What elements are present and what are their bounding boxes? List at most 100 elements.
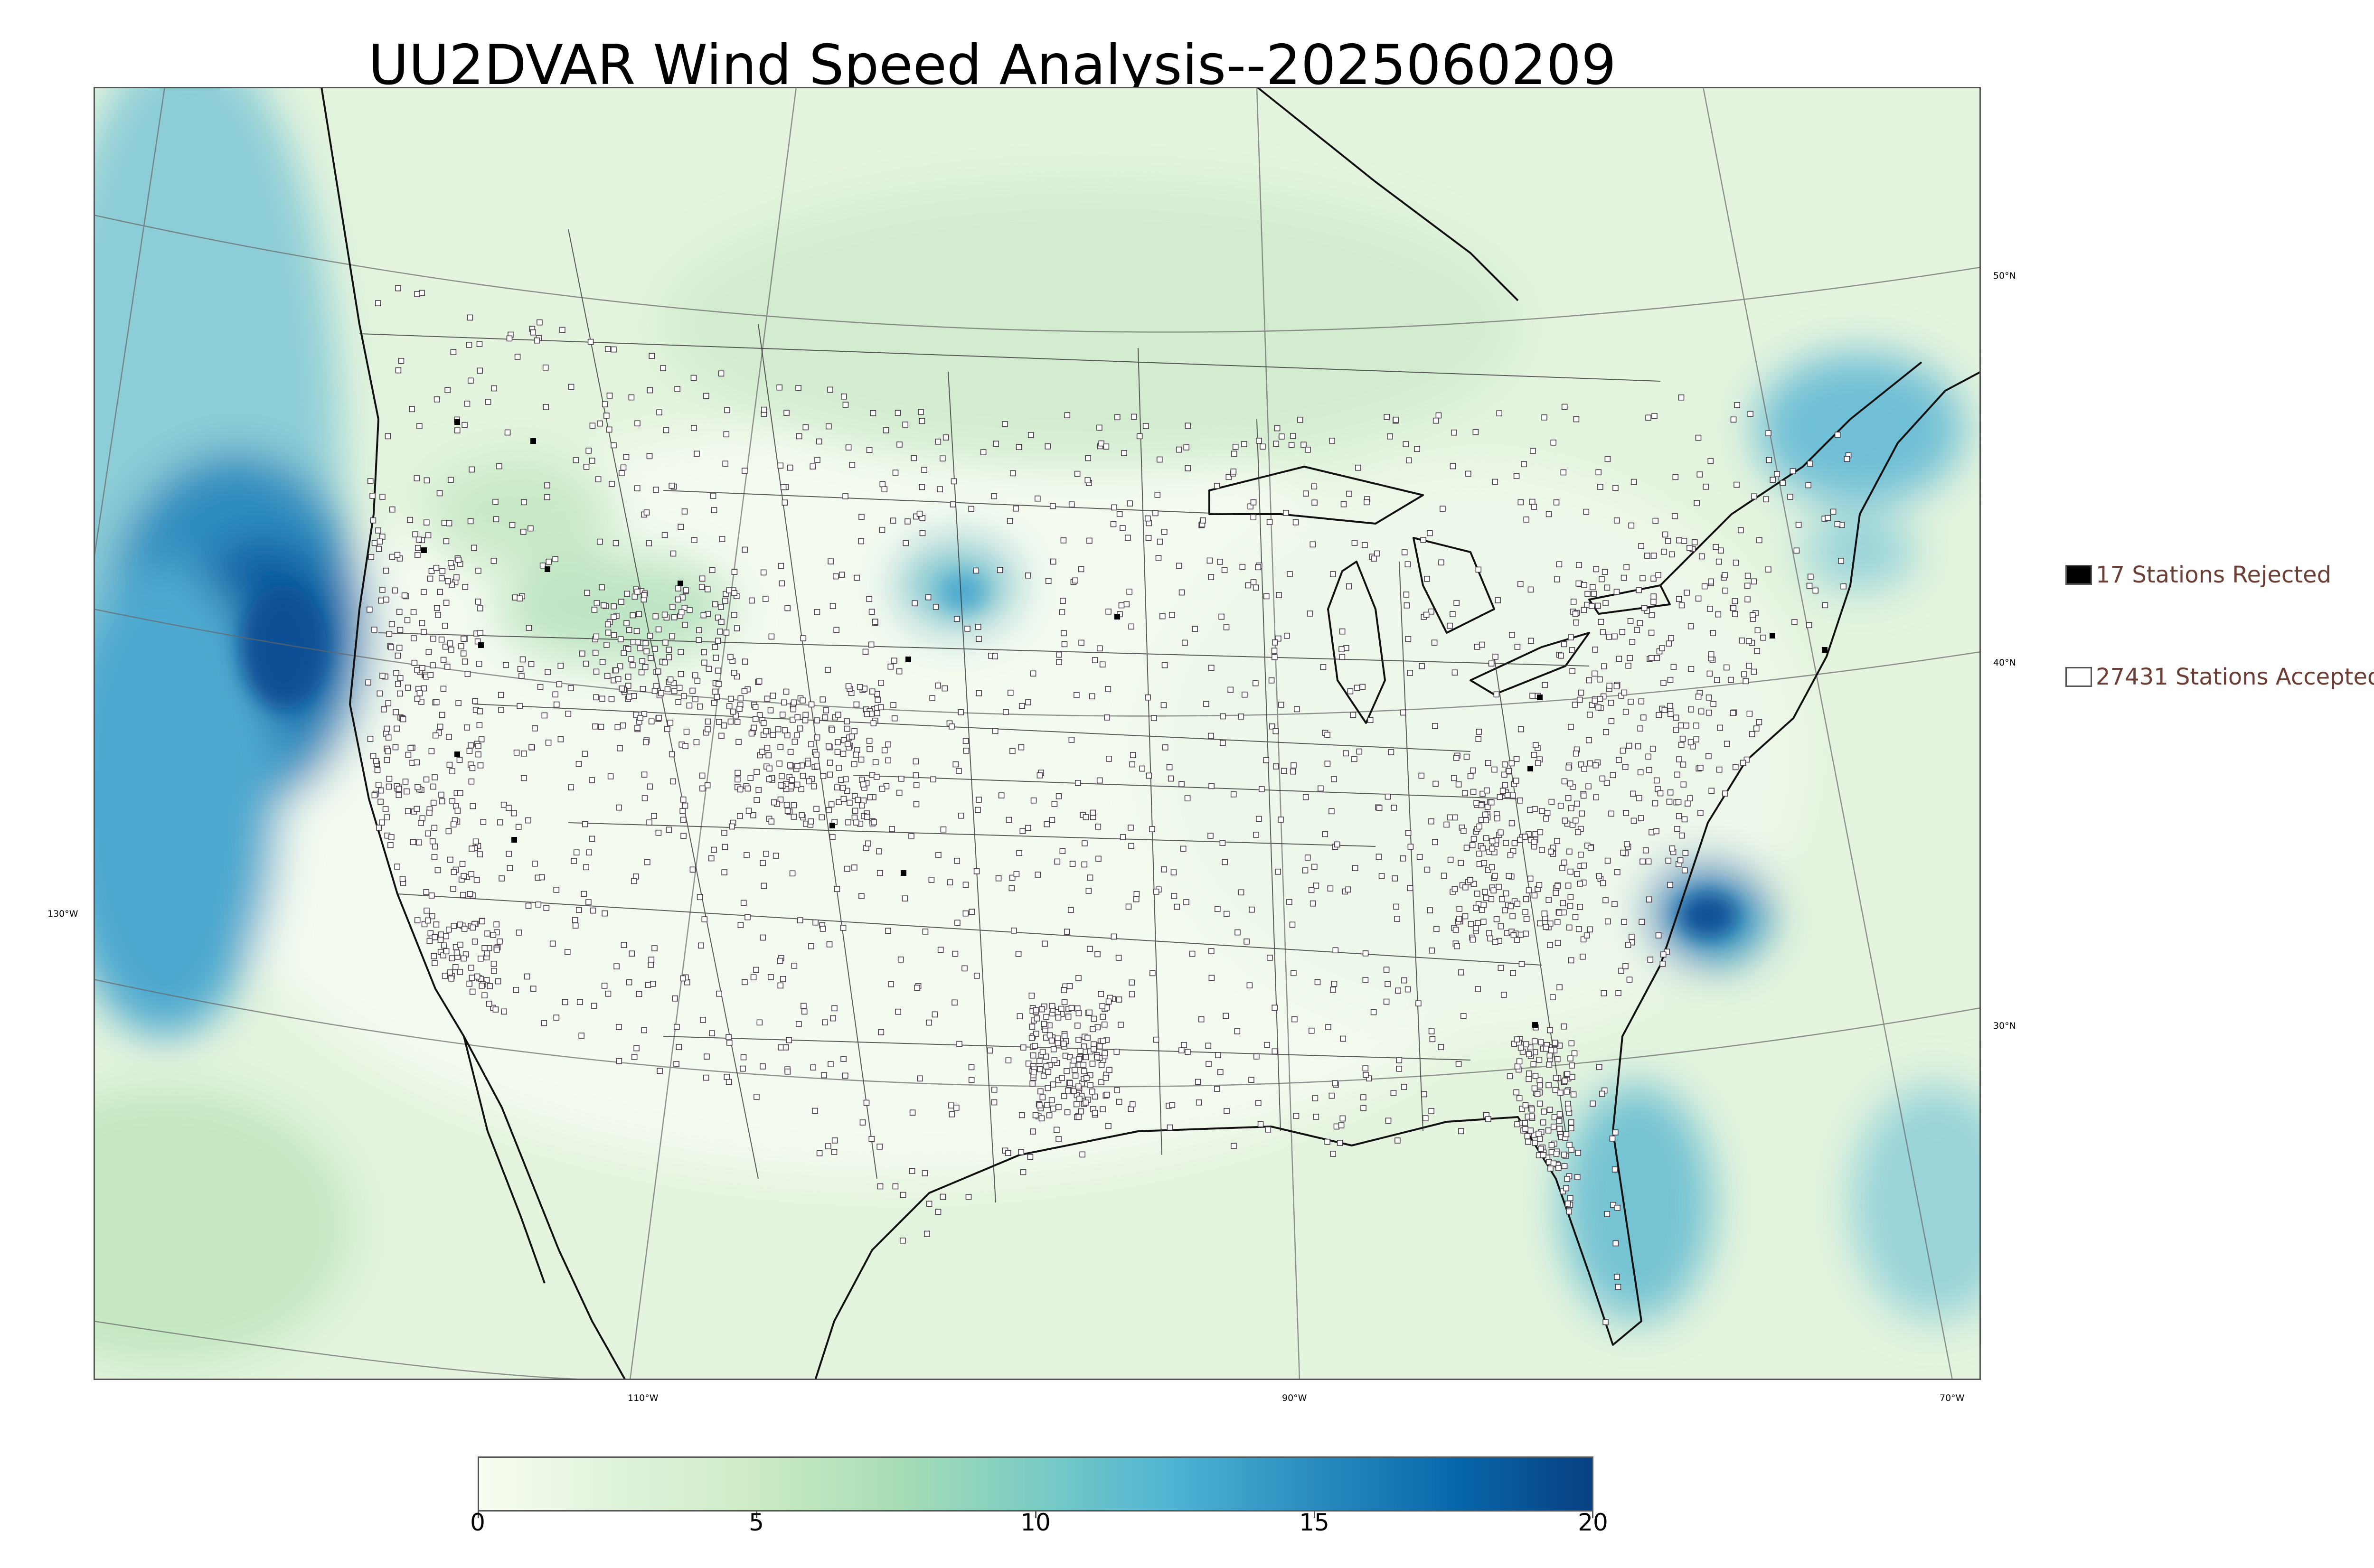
station-accepted-marker <box>1625 663 1631 669</box>
great-lakes-erie <box>1470 632 1590 695</box>
station-accepted-marker <box>1008 885 1015 892</box>
station-accepted-marker <box>831 1149 838 1155</box>
station-accepted-marker <box>1105 1123 1112 1129</box>
station-accepted-marker <box>791 814 797 820</box>
station-accepted-marker <box>552 556 559 563</box>
station-accepted-marker <box>383 567 389 574</box>
station-accepted-marker <box>1595 469 1602 476</box>
station-accepted-marker <box>779 580 785 587</box>
station-accepted-marker <box>1547 1027 1553 1033</box>
station-accepted-marker <box>397 627 404 633</box>
station-accepted-marker <box>1114 414 1121 421</box>
station-accepted-marker <box>1503 840 1509 846</box>
station-accepted-marker <box>1479 641 1485 648</box>
station-accepted-marker <box>853 819 859 826</box>
station-accepted-marker <box>948 1102 954 1108</box>
station-accepted-marker <box>903 540 909 546</box>
station-accepted-marker <box>1573 416 1580 423</box>
station-accepted-marker <box>725 1034 732 1040</box>
station-accepted-marker <box>511 810 517 817</box>
station-accepted-marker <box>503 662 509 668</box>
station-accepted-marker <box>763 851 769 857</box>
station-accepted-marker <box>718 732 725 739</box>
lat-label-30n: 30°N <box>1993 1021 2016 1031</box>
station-accepted-marker <box>630 662 636 668</box>
station-accepted-marker <box>649 353 655 359</box>
station-accepted-marker <box>469 975 475 981</box>
station-accepted-marker <box>1507 852 1514 858</box>
station-accepted-marker <box>1482 811 1488 818</box>
station-accepted-marker <box>1025 825 1031 831</box>
station-accepted-marker <box>1722 790 1728 797</box>
station-accepted-marker <box>784 605 791 611</box>
station-accepted-marker <box>791 699 797 706</box>
station-accepted-marker <box>1400 709 1406 716</box>
station-accepted-marker <box>1037 1088 1044 1095</box>
station-accepted-marker <box>1543 924 1549 930</box>
station-accepted-marker <box>1687 739 1694 745</box>
station-accepted-marker <box>1621 919 1627 925</box>
station-accepted-marker <box>526 625 532 631</box>
station-accepted-marker <box>1338 646 1345 652</box>
station-accepted-marker <box>829 603 836 609</box>
station-accepted-marker <box>378 787 384 794</box>
colorbar <box>478 1456 1593 1512</box>
station-accepted-marker <box>1396 1066 1402 1072</box>
station-accepted-marker <box>1208 732 1214 739</box>
station-accepted-marker <box>845 683 852 689</box>
station-accepted-marker <box>1010 470 1016 477</box>
station-accepted-marker <box>825 667 831 673</box>
station-accepted-marker <box>436 490 443 497</box>
station-accepted-marker <box>666 647 672 653</box>
station-accepted-marker <box>858 893 865 899</box>
station-accepted-marker <box>1470 881 1477 887</box>
station-accepted-marker <box>464 671 471 677</box>
station-accepted-marker <box>703 1074 709 1081</box>
station-accepted-marker <box>1214 1086 1220 1092</box>
station-accepted-marker <box>1513 756 1520 762</box>
station-accepted-marker <box>1527 1127 1534 1134</box>
station-rejected-marker <box>545 566 550 572</box>
station-accepted-marker <box>1517 581 1524 587</box>
station-accepted-marker <box>637 715 643 721</box>
station-accepted-marker <box>678 671 684 677</box>
station-accepted-marker <box>1085 455 1091 461</box>
station-accepted-marker <box>476 661 482 667</box>
station-accepted-marker <box>879 526 886 533</box>
station-accepted-marker <box>537 319 543 326</box>
station-accepted-marker <box>1415 1000 1422 1006</box>
station-accepted-marker <box>1044 1102 1050 1108</box>
station-accepted-marker <box>1424 576 1430 582</box>
station-accepted-marker <box>1667 703 1673 709</box>
station-accepted-marker <box>1130 1101 1136 1108</box>
station-accepted-marker <box>698 584 705 590</box>
station-accepted-marker <box>897 957 904 963</box>
station-accepted-marker <box>1019 1112 1025 1118</box>
station-accepted-marker <box>448 647 454 653</box>
station-accepted-marker <box>653 487 659 493</box>
station-accepted-marker <box>1405 830 1412 836</box>
station-accepted-marker <box>584 590 590 596</box>
station-accepted-marker <box>1541 911 1548 917</box>
station-accepted-marker <box>528 661 535 667</box>
station-accepted-marker <box>639 658 646 664</box>
station-accepted-marker <box>1087 874 1093 881</box>
station-accepted-marker <box>513 987 519 993</box>
station-accepted-marker <box>851 814 858 821</box>
station-accepted-marker <box>1518 961 1525 967</box>
station-accepted-marker <box>425 532 432 538</box>
station-accepted-marker <box>385 748 391 754</box>
station-accepted-marker <box>718 370 725 377</box>
station-accepted-marker <box>405 685 411 691</box>
station-accepted-marker <box>525 902 532 909</box>
station-accepted-marker <box>645 982 651 988</box>
station-accepted-marker <box>1102 1050 1108 1056</box>
station-accepted-marker <box>1687 623 1694 629</box>
station-accepted-marker <box>480 819 487 825</box>
station-accepted-marker <box>933 604 939 610</box>
station-accepted-marker <box>506 335 513 342</box>
station-accepted-marker <box>1474 891 1480 897</box>
station-rejected-marker <box>1537 695 1543 700</box>
station-accepted-marker <box>1034 1015 1040 1022</box>
station-accepted-marker <box>415 552 421 558</box>
